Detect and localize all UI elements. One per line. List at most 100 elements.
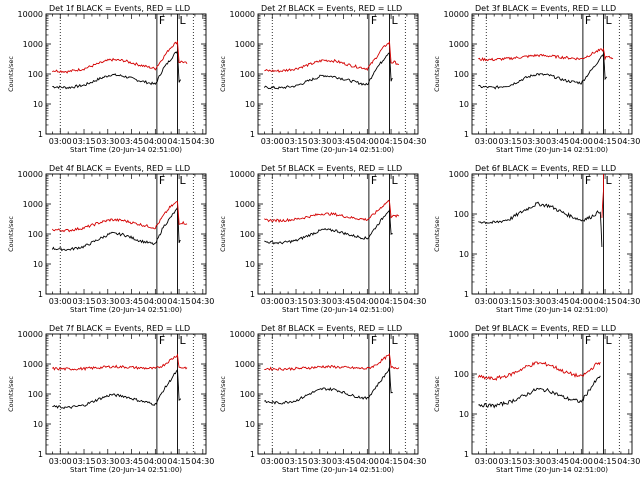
- flag-label-l: L: [605, 174, 612, 187]
- y-tick-label: 1000: [235, 40, 255, 49]
- x-tick-label: 04:30: [403, 137, 426, 146]
- panel-title: Det 1f BLACK = Events, RED = LLD: [49, 4, 190, 13]
- x-axis-label: Start Time (20-Jun-14 02:51:00): [496, 146, 608, 154]
- x-tick-label: 04:15: [380, 457, 403, 466]
- y-tick-label: 10000: [230, 10, 255, 19]
- y-axis-label: Counts/sec: [433, 56, 441, 92]
- series-line-events: [263, 52, 393, 90]
- x-axis-label: Start Time (20-Jun-14 02:51:00): [282, 466, 394, 474]
- flag-label-l: L: [179, 174, 186, 187]
- y-axis-label: Counts/sec: [219, 216, 227, 252]
- y-tick-label: 1000: [449, 170, 469, 179]
- y-tick-label: 100: [28, 390, 43, 399]
- plot-frame: [45, 333, 207, 455]
- x-tick-label: 03:45: [120, 297, 143, 306]
- x-tick-label: 03:45: [332, 457, 355, 466]
- series-line-events: [264, 367, 393, 405]
- y-tick-label: 1000: [449, 40, 469, 49]
- x-tick-label: 04:30: [617, 457, 640, 466]
- flag-label-l: L: [391, 174, 398, 187]
- x-axis-label: Start Time (20-Jun-14 02:51:00): [70, 146, 182, 154]
- y-axis-label: Counts/sec: [219, 376, 227, 412]
- y-tick-label: 1: [464, 450, 469, 459]
- x-tick-label: 04:30: [617, 137, 640, 146]
- x-axis-label: Start Time (20-Jun-14 02:51:00): [496, 466, 608, 474]
- x-tick-label: 03:30: [96, 297, 119, 306]
- y-tick-label: 10000: [230, 170, 255, 179]
- y-axis-label: Counts/sec: [7, 56, 15, 92]
- y-tick-label: 1: [250, 290, 255, 299]
- panel-det-9: Det 9f BLACK = Events, RED = LLD 1 10 100 10…: [433, 324, 640, 474]
- x-tick-label: 04:00: [356, 297, 379, 306]
- y-tick-label: 10000: [18, 10, 43, 19]
- x-tick-label: 04:00: [356, 137, 379, 146]
- series-line-lld: [264, 353, 400, 371]
- panel-title: Det 3f BLACK = Events, RED = LLD: [475, 4, 616, 13]
- panel-title: Det 7f BLACK = Events, RED = LLD: [49, 324, 190, 333]
- x-tick-label: 04:15: [594, 297, 617, 306]
- y-tick-label: 100: [28, 70, 43, 79]
- x-tick-label: 04:30: [191, 297, 214, 306]
- y-axis-label: Counts/sec: [433, 376, 441, 412]
- series-line-lld: [52, 39, 188, 74]
- x-tick-label: 04:30: [617, 297, 640, 306]
- panel-title: Det 2f BLACK = Events, RED = LLD: [261, 4, 402, 13]
- y-tick-label: 1: [38, 290, 43, 299]
- y-tick-label: 10: [33, 100, 43, 109]
- plot-frame: [257, 13, 419, 135]
- x-tick-label: 03:15: [498, 457, 521, 466]
- flag-label-f: F: [585, 174, 591, 187]
- x-tick-label: 03:15: [72, 297, 95, 306]
- plot-frame: [471, 333, 633, 455]
- y-tick-label: 10: [459, 100, 469, 109]
- series-line-events: [52, 368, 182, 410]
- x-tick-label: 04:15: [168, 457, 191, 466]
- y-tick-label: 100: [240, 390, 255, 399]
- x-tick-label: 04:15: [380, 297, 403, 306]
- x-tick-label: 04:30: [403, 297, 426, 306]
- x-tick-label: 03:15: [284, 297, 307, 306]
- panel-title: Det 6f BLACK = Events, RED = LLD: [475, 164, 616, 173]
- x-axis-label: Start Time (20-Jun-14 02:51:00): [282, 306, 394, 314]
- flag-label-f: F: [585, 14, 591, 27]
- panel-det-3: Det 3f BLACK = Events, RED = LLD 1 10 100 10…: [433, 4, 640, 154]
- x-tick-label: 04:15: [380, 137, 403, 146]
- y-tick-label: 10: [33, 260, 43, 269]
- x-tick-label: 04:00: [570, 297, 593, 306]
- flag-label-l: L: [391, 334, 398, 347]
- x-tick-label: 04:15: [594, 457, 617, 466]
- series-line-lld: [264, 199, 400, 223]
- y-tick-label: 10: [459, 410, 469, 419]
- x-tick-label: 03:15: [284, 457, 307, 466]
- flag-label-f: F: [371, 14, 377, 27]
- x-tick-label: 03:45: [332, 297, 355, 306]
- series-line-events: [478, 375, 601, 409]
- y-axis-label: Counts/sec: [433, 216, 441, 252]
- flag-label-f: F: [371, 174, 377, 187]
- panel-det-5: Det 5f BLACK = Events, RED = LLD 1 10 100 10…: [219, 164, 426, 314]
- series-line-lld: [477, 361, 601, 381]
- x-tick-label: 03:30: [522, 297, 545, 306]
- y-axis-label: Counts/sec: [7, 216, 15, 252]
- panel-title: Det 4f BLACK = Events, RED = LLD: [49, 164, 190, 173]
- flag-label-l: L: [605, 334, 612, 347]
- x-tick-label: 03:30: [96, 137, 119, 146]
- x-tick-label: 04:00: [356, 457, 379, 466]
- y-tick-label: 10000: [444, 10, 469, 19]
- x-tick-label: 03:45: [332, 137, 355, 146]
- series-line-lld: [52, 353, 188, 372]
- series-line-lld: [478, 47, 614, 62]
- y-tick-label: 1000: [449, 330, 469, 339]
- plot-frame: [471, 173, 633, 295]
- y-tick-label: 1: [250, 130, 255, 139]
- x-tick-label: 04:15: [594, 137, 617, 146]
- y-tick-label: 10000: [18, 170, 43, 179]
- x-tick-label: 04:00: [144, 297, 167, 306]
- x-tick-label: 03:15: [72, 137, 95, 146]
- series-line-lld: [601, 174, 604, 218]
- series-line-events: [478, 201, 603, 248]
- x-axis-label: Start Time (20-Jun-14 02:51:00): [496, 306, 608, 314]
- x-tick-label: 03:00: [475, 137, 498, 146]
- y-tick-label: 10: [245, 420, 255, 429]
